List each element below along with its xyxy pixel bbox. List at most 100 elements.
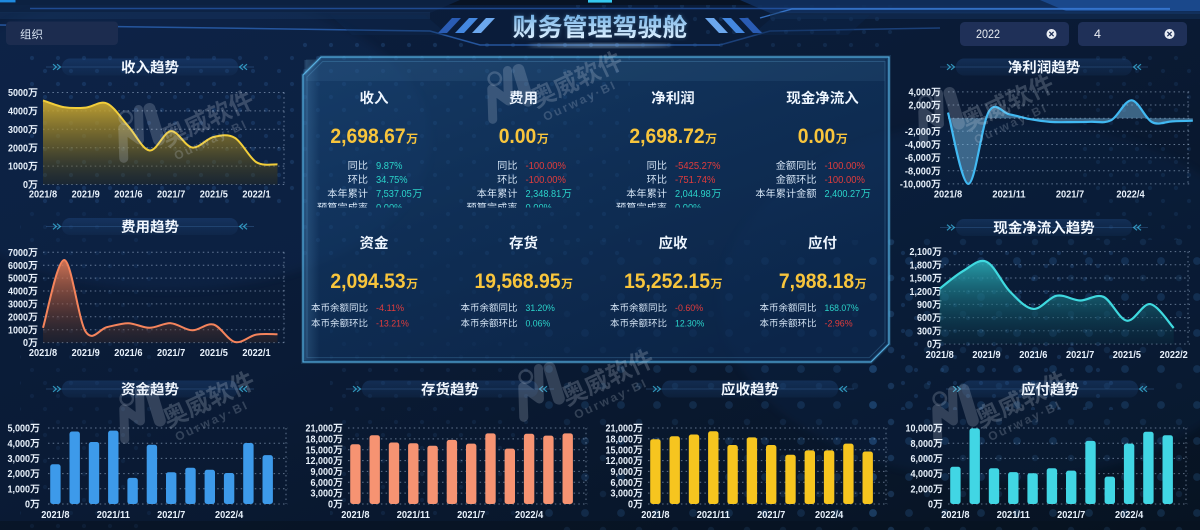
svg-text:9,000: 9,000 bbox=[311, 467, 334, 478]
svg-text:2022/4: 2022/4 bbox=[515, 510, 544, 521]
svg-text:-100.00%: -100.00% bbox=[825, 175, 865, 186]
svg-text:2022/1: 2022/1 bbox=[242, 348, 271, 359]
svg-text:0: 0 bbox=[926, 114, 931, 125]
svg-text:900: 900 bbox=[917, 300, 932, 311]
svg-text:6,000: 6,000 bbox=[911, 454, 934, 465]
svg-text:1,200: 1,200 bbox=[910, 287, 933, 298]
svg-text:0.00%: 0.00% bbox=[675, 203, 702, 214]
svg-text:0.00%: 0.00% bbox=[376, 203, 403, 214]
svg-text:19,568.95: 19,568.95 bbox=[475, 269, 561, 293]
svg-text:3,000: 3,000 bbox=[8, 454, 31, 465]
svg-text:21,000: 21,000 bbox=[306, 424, 334, 435]
svg-text:2022/4: 2022/4 bbox=[215, 510, 244, 521]
svg-text:1,800: 1,800 bbox=[910, 260, 933, 271]
svg-text:15,252.15: 15,252.15 bbox=[624, 269, 710, 293]
svg-text:2021/8: 2021/8 bbox=[29, 348, 58, 359]
svg-text:0: 0 bbox=[23, 180, 28, 191]
svg-text:2021/11: 2021/11 bbox=[397, 510, 431, 521]
svg-text:10,000: 10,000 bbox=[906, 424, 934, 435]
svg-text:5000: 5000 bbox=[8, 88, 28, 99]
svg-text:15,000: 15,000 bbox=[306, 445, 334, 456]
svg-text:9,000: 9,000 bbox=[611, 467, 634, 478]
svg-text:0.06%: 0.06% bbox=[526, 319, 551, 330]
svg-text:-6,000: -6,000 bbox=[905, 153, 931, 164]
svg-text:2,698.72: 2,698.72 bbox=[629, 124, 704, 148]
svg-text:2021/8: 2021/8 bbox=[29, 190, 58, 201]
svg-text:2,094.53: 2,094.53 bbox=[330, 269, 405, 293]
svg-text:2021/6: 2021/6 bbox=[1019, 350, 1048, 361]
svg-text:2021/9: 2021/9 bbox=[72, 348, 101, 359]
svg-text:2021/6: 2021/6 bbox=[114, 348, 143, 359]
svg-text:3,000: 3,000 bbox=[611, 489, 634, 500]
svg-text:2000: 2000 bbox=[8, 143, 28, 154]
svg-text:-0.60%: -0.60% bbox=[675, 303, 704, 314]
svg-text:2021/7: 2021/7 bbox=[157, 190, 186, 201]
svg-text:0: 0 bbox=[927, 340, 932, 351]
svg-text:-4.11%: -4.11% bbox=[376, 303, 405, 314]
svg-text:6000: 6000 bbox=[8, 261, 28, 272]
svg-text:4,000: 4,000 bbox=[911, 469, 934, 480]
svg-text:4,000: 4,000 bbox=[909, 88, 932, 99]
svg-text:2,000: 2,000 bbox=[911, 484, 934, 495]
svg-text:2021/5: 2021/5 bbox=[200, 348, 229, 359]
svg-text:-100.00%: -100.00% bbox=[825, 161, 865, 172]
svg-text:21,000: 21,000 bbox=[606, 424, 634, 435]
svg-text:1000: 1000 bbox=[8, 162, 28, 173]
svg-text:7,537.05: 7,537.05 bbox=[376, 189, 412, 200]
svg-text:3,000: 3,000 bbox=[311, 489, 334, 500]
svg-text:-10,000: -10,000 bbox=[900, 180, 931, 191]
svg-text:1,000: 1,000 bbox=[8, 484, 31, 495]
svg-text:-751.74%: -751.74% bbox=[675, 175, 715, 186]
svg-text:168.07%: 168.07% bbox=[825, 303, 860, 314]
svg-text:2000: 2000 bbox=[8, 312, 28, 323]
svg-text:6,000: 6,000 bbox=[611, 478, 634, 489]
svg-text:2022/4: 2022/4 bbox=[1115, 510, 1144, 521]
svg-text:2,348.81: 2,348.81 bbox=[526, 189, 562, 200]
svg-text:2,698.67: 2,698.67 bbox=[330, 124, 405, 148]
svg-text:-4,000: -4,000 bbox=[905, 140, 931, 151]
svg-text:-100.00%: -100.00% bbox=[526, 161, 566, 172]
svg-text:31.20%: 31.20% bbox=[526, 303, 556, 314]
svg-text:2021/6: 2021/6 bbox=[114, 190, 143, 201]
svg-text:4,000: 4,000 bbox=[8, 439, 31, 450]
svg-text:5,000: 5,000 bbox=[8, 424, 31, 435]
svg-text:9.87%: 9.87% bbox=[376, 161, 403, 172]
svg-text:1,500: 1,500 bbox=[910, 274, 933, 285]
svg-text:7,988.18: 7,988.18 bbox=[779, 269, 854, 293]
svg-text:0.00: 0.00 bbox=[499, 124, 537, 148]
svg-text:2021/7: 2021/7 bbox=[1056, 190, 1085, 201]
svg-text:4000: 4000 bbox=[8, 107, 28, 118]
svg-text:2021/8: 2021/8 bbox=[41, 510, 70, 521]
svg-text:18,000: 18,000 bbox=[306, 435, 334, 446]
svg-text:-5425.27%: -5425.27% bbox=[675, 161, 721, 172]
svg-text:3000: 3000 bbox=[8, 300, 28, 311]
svg-text:6,000: 6,000 bbox=[311, 478, 334, 489]
svg-text:2,044.98: 2,044.98 bbox=[675, 189, 711, 200]
svg-text:0.00%: 0.00% bbox=[526, 203, 553, 214]
svg-text:0: 0 bbox=[23, 338, 28, 349]
svg-text:2022/4: 2022/4 bbox=[1116, 190, 1145, 201]
svg-text:-8,000: -8,000 bbox=[905, 166, 931, 177]
svg-text:2021/8: 2021/8 bbox=[941, 510, 970, 521]
svg-text:2021/8: 2021/8 bbox=[641, 510, 670, 521]
svg-text:2,100: 2,100 bbox=[910, 247, 933, 258]
svg-text:8,000: 8,000 bbox=[911, 439, 934, 450]
svg-text:2,000: 2,000 bbox=[909, 101, 932, 112]
svg-text:2021/11: 2021/11 bbox=[992, 190, 1026, 201]
svg-text:2022: 2022 bbox=[976, 27, 1000, 41]
svg-text:3000: 3000 bbox=[8, 125, 28, 136]
svg-text:2021/11: 2021/11 bbox=[697, 510, 731, 521]
svg-text:0: 0 bbox=[328, 500, 333, 511]
svg-text:0: 0 bbox=[628, 500, 633, 511]
svg-text:-2,000: -2,000 bbox=[905, 127, 931, 138]
svg-text:2021/7: 2021/7 bbox=[157, 510, 186, 521]
svg-text:600: 600 bbox=[917, 313, 932, 324]
svg-text:12,000: 12,000 bbox=[306, 456, 334, 467]
svg-text:-13.21%: -13.21% bbox=[376, 319, 409, 330]
svg-text:2021/7: 2021/7 bbox=[1066, 350, 1095, 361]
svg-text:0: 0 bbox=[25, 500, 30, 511]
svg-text:12.30%: 12.30% bbox=[675, 319, 705, 330]
svg-text:12,000: 12,000 bbox=[606, 456, 634, 467]
svg-text:1000: 1000 bbox=[8, 325, 28, 336]
svg-text:2022/2: 2022/2 bbox=[1160, 350, 1189, 361]
